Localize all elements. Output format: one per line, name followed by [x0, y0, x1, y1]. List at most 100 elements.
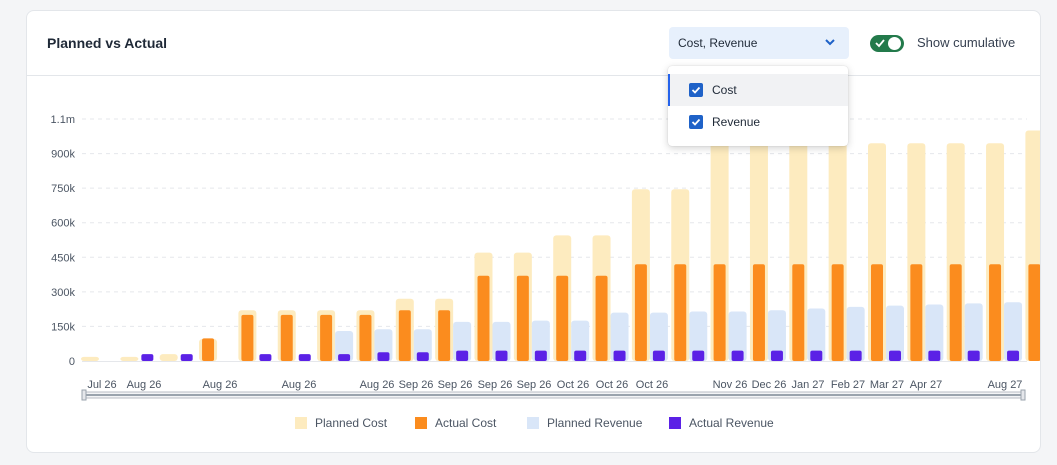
series-select[interactable]: Cost, Revenue — [669, 27, 849, 59]
dropdown-option-label: Revenue — [712, 115, 761, 129]
x-tick-label: Sep 26 — [399, 379, 434, 391]
card-title: Planned vs Actual — [47, 35, 168, 51]
actual-revenue-bar — [652, 350, 665, 361]
actual-cost-bar — [674, 264, 687, 361]
planned-revenue-bar — [728, 311, 747, 361]
bar-chart: 0 150k 300k 450k 600k 750k 900k 1.1m Jul 26 Aug 2… — [51, 114, 1040, 401]
x-tick-label: Aug 27 — [988, 379, 1023, 391]
actual-cost-bar — [713, 264, 726, 361]
dropdown-option-revenue[interactable]: Revenue — [668, 106, 848, 138]
cumulative-toggle[interactable] — [870, 35, 904, 52]
actual-cost-bar — [438, 310, 451, 361]
y-tick-label: 750k — [51, 183, 75, 195]
x-tick-label: Apr 27 — [910, 379, 942, 391]
x-tick-label: Feb 27 — [831, 379, 865, 391]
actual-cost-bar — [634, 264, 647, 361]
y-tick-label: 150k — [51, 321, 75, 333]
series-select-value: Cost, Revenue — [678, 36, 758, 50]
legend-label: Planned Cost — [315, 416, 388, 430]
planned-revenue-bar — [886, 305, 904, 361]
planned-revenue-bar — [925, 304, 944, 361]
planned-revenue-bar — [610, 312, 629, 361]
actual-revenue-bar — [338, 354, 351, 361]
planned-revenue-bar — [964, 303, 983, 361]
x-tick-label: Sep 26 — [517, 379, 552, 391]
x-tick-label: Sep 26 — [478, 379, 513, 391]
actual-cost-bar — [241, 314, 254, 361]
actual-revenue-bar — [928, 350, 941, 361]
toggle-knob — [888, 37, 901, 50]
actual-revenue-bar — [259, 354, 272, 361]
actual-cost-bar — [1028, 264, 1040, 361]
legend-swatch — [527, 417, 539, 429]
x-tick-label: Aug 26 — [127, 379, 162, 391]
planned-revenue-bar — [807, 308, 826, 361]
y-tick-label: 0 — [69, 356, 75, 368]
actual-revenue-bar — [1007, 350, 1020, 361]
x-tick-label: Jul 26 — [87, 379, 116, 391]
x-tick-label: Aug 26 — [282, 379, 317, 391]
range-handle-right[interactable] — [1020, 389, 1026, 401]
actual-cost-bar — [359, 314, 372, 361]
x-tick-label: Dec 26 — [752, 379, 787, 391]
actual-revenue-bar — [967, 350, 980, 361]
x-tick-label: Nov 26 — [713, 379, 748, 391]
legend-swatch — [669, 417, 681, 429]
chevron-down-icon — [825, 39, 835, 46]
actual-cost-bar — [752, 264, 765, 361]
actual-cost-bar — [831, 264, 844, 361]
legend-label: Planned Revenue — [547, 416, 643, 430]
planned-revenue-bar — [767, 310, 786, 361]
actual-revenue-bar — [377, 352, 390, 361]
x-tick-label: Jan 27 — [791, 379, 824, 391]
cumulative-toggle-label[interactable]: Show cumulative — [917, 35, 1016, 50]
actual-revenue-bar — [770, 350, 783, 361]
actual-revenue-bar — [731, 350, 744, 361]
y-tick-label: 300k — [51, 287, 75, 299]
actual-cost-bar — [280, 314, 293, 361]
dropdown-option-cost[interactable]: Cost — [668, 74, 848, 106]
x-tick-label: Aug 26 — [203, 379, 238, 391]
card-header: Planned vs Actual Cost, Revenue Show cum… — [27, 11, 1040, 76]
planned-cost-bar — [159, 354, 178, 361]
y-tick-label: 450k — [51, 252, 75, 264]
actual-revenue-bar — [416, 352, 429, 361]
y-tick-label: 600k — [51, 218, 75, 230]
actual-cost-bar — [910, 264, 923, 361]
check-icon — [875, 39, 885, 48]
actual-revenue-bar — [495, 350, 508, 361]
actual-cost-bar — [792, 264, 805, 361]
actual-cost-bar — [477, 275, 490, 361]
actual-revenue-bar — [298, 354, 311, 361]
range-scrollbar-thumb[interactable] — [82, 394, 1025, 396]
x-tick-label: Oct 26 — [636, 379, 668, 391]
actual-revenue-bar — [613, 350, 626, 361]
actual-revenue-bar — [534, 350, 547, 361]
range-handle-left[interactable] — [81, 389, 87, 401]
actual-cost-bar — [320, 314, 333, 361]
actual-revenue-bar — [810, 350, 823, 361]
actual-revenue-bar — [849, 350, 862, 361]
actual-cost-bar — [398, 310, 411, 361]
checkbox-checked-icon[interactable] — [689, 115, 703, 129]
x-tick-label: Aug 26 — [360, 379, 395, 391]
legend-label: Actual Cost — [435, 416, 497, 430]
actual-cost-bar — [595, 275, 608, 361]
actual-revenue-bar — [141, 354, 154, 361]
x-tick-label: Mar 27 — [870, 379, 904, 391]
actual-cost-bar — [989, 264, 1002, 361]
planned-vs-actual-card: Planned vs Actual Cost, Revenue Show cum… — [26, 10, 1041, 453]
planned-revenue-bar — [1004, 302, 1023, 361]
x-tick-label: Sep 26 — [438, 379, 473, 391]
y-tick-label: 900k — [51, 149, 75, 161]
x-tick-label: Oct 26 — [557, 379, 589, 391]
planned-revenue-bar — [846, 306, 865, 361]
actual-cost-bar — [871, 264, 883, 361]
legend-label: Actual Revenue — [689, 416, 774, 430]
actual-revenue-bar — [180, 354, 193, 361]
planned-cost-bar — [81, 356, 99, 361]
actual-cost-bar — [202, 338, 215, 361]
x-tick-label: Oct 26 — [596, 379, 628, 391]
actual-cost-bar — [516, 275, 529, 361]
checkbox-checked-icon[interactable] — [689, 83, 703, 97]
